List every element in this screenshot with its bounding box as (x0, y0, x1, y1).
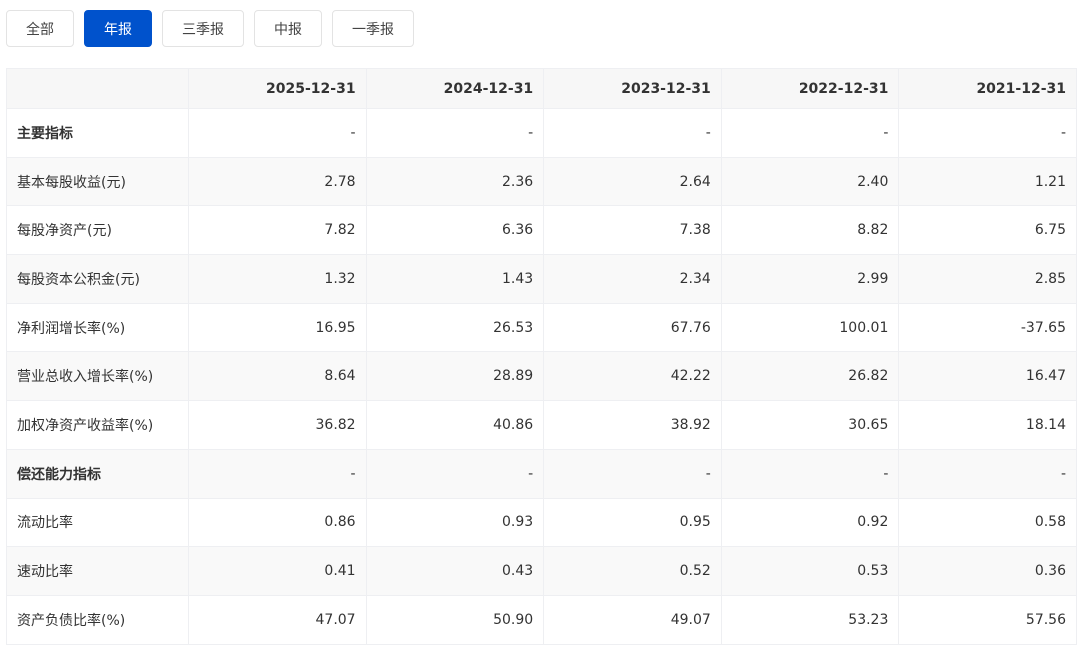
column-header-date: 2021-12-31 (898, 68, 1077, 109)
cell-value: 28.89 (365, 351, 545, 402)
cell-value: 0.92 (720, 497, 900, 548)
cell-value: 26.82 (720, 351, 900, 402)
column-header-label (6, 68, 189, 109)
cell-value: 67.76 (543, 302, 722, 353)
cell-value: 6.36 (365, 205, 545, 256)
table-row: 基本每股收益(元) 2.78 2.36 2.64 2.40 1.21 (6, 156, 1077, 207)
cell-value: 8.82 (720, 205, 900, 256)
table-row: 每股资本公积金(元) 1.32 1.43 2.34 2.99 2.85 (6, 254, 1077, 304)
cell-value: 2.99 (720, 254, 900, 304)
row-label: 基本每股收益(元) (6, 156, 189, 207)
cell-value: - (898, 108, 1077, 158)
row-label: 流动比率 (6, 497, 189, 548)
cell-value: 0.93 (365, 497, 545, 548)
table-row: 营业总收入增长率(%) 8.64 28.89 42.22 26.82 16.47 (6, 351, 1077, 402)
tab-2[interactable]: 三季报 (162, 10, 244, 47)
cell-value: 2.36 (365, 156, 545, 207)
row-label: 主要指标 (6, 108, 189, 158)
cell-value: 7.38 (543, 205, 722, 256)
table-row: 资产负债比率(%) 47.07 50.90 49.07 53.23 57.56 (6, 594, 1077, 645)
cell-value: 6.75 (898, 205, 1077, 256)
row-label: 净利润增长率(%) (6, 302, 189, 353)
cell-value: 47.07 (188, 594, 367, 645)
cell-value: 50.90 (365, 594, 545, 645)
cell-value: 1.21 (898, 156, 1077, 207)
column-header-date: 2024-12-31 (365, 68, 545, 109)
cell-value: - (365, 448, 545, 499)
section-row: 主要指标 - - - - - (6, 108, 1077, 158)
table-header-row: 2025-12-31 2024-12-31 2023-12-31 2022-12-31… (6, 68, 1077, 109)
cell-value: 53.23 (720, 594, 900, 645)
cell-value: 0.41 (188, 546, 367, 596)
table-row: 流动比率 0.86 0.93 0.95 0.92 0.58 (6, 497, 1077, 548)
table-row: 速动比率 0.41 0.43 0.52 0.53 0.36 (6, 546, 1077, 596)
cell-value: - (365, 108, 545, 158)
section-row: 偿还能力指标 - - - - - (6, 448, 1077, 499)
cell-value: - (543, 448, 722, 499)
cell-value: - (188, 448, 367, 499)
cell-value: 18.14 (898, 400, 1077, 450)
row-label: 速动比率 (6, 546, 189, 596)
cell-value: -37.65 (898, 302, 1077, 353)
cell-value: - (720, 448, 900, 499)
cell-value: 36.82 (188, 400, 367, 450)
cell-value: 0.36 (898, 546, 1077, 596)
cell-value: 49.07 (543, 594, 722, 645)
column-header-date: 2023-12-31 (543, 68, 722, 109)
financial-indicators-table: 2025-12-31 2024-12-31 2023-12-31 2022-12-31… (6, 68, 1077, 645)
cell-value: 42.22 (543, 351, 722, 402)
table-row: 加权净资产收益率(%) 36.82 40.86 38.92 30.65 18.14 (6, 400, 1077, 450)
tab-1[interactable]: 年报 (84, 10, 152, 47)
cell-value: 38.92 (543, 400, 722, 450)
cell-value: 1.32 (188, 254, 367, 304)
cell-value: - (898, 448, 1077, 499)
cell-value: - (543, 108, 722, 158)
cell-value: 8.64 (188, 351, 367, 402)
cell-value: 2.64 (543, 156, 722, 207)
cell-value: - (188, 108, 367, 158)
cell-value: 2.34 (543, 254, 722, 304)
table-row: 每股净资产(元) 7.82 6.36 7.38 8.82 6.75 (6, 205, 1077, 256)
tab-0[interactable]: 全部 (6, 10, 74, 47)
cell-value: 1.43 (365, 254, 545, 304)
column-header-date: 2025-12-31 (188, 68, 367, 109)
column-header-date: 2022-12-31 (720, 68, 900, 109)
cell-value: 7.82 (188, 205, 367, 256)
cell-value: 2.85 (898, 254, 1077, 304)
report-type-tabs: 全部 年报 三季报 中报 一季报 (6, 10, 414, 47)
cell-value: 16.95 (188, 302, 367, 353)
row-label: 资产负债比率(%) (6, 594, 189, 645)
cell-value: 0.86 (188, 497, 367, 548)
row-label: 每股资本公积金(元) (6, 254, 189, 304)
row-label: 偿还能力指标 (6, 448, 189, 499)
row-label: 营业总收入增长率(%) (6, 351, 189, 402)
cell-value: 57.56 (898, 594, 1077, 645)
cell-value: 0.53 (720, 546, 900, 596)
cell-value: 26.53 (365, 302, 545, 353)
tab-4[interactable]: 一季报 (332, 10, 414, 47)
cell-value: 40.86 (365, 400, 545, 450)
cell-value: 2.78 (188, 156, 367, 207)
cell-value: 0.43 (365, 546, 545, 596)
cell-value: 0.52 (543, 546, 722, 596)
cell-value: 2.40 (720, 156, 900, 207)
tab-3[interactable]: 中报 (254, 10, 322, 47)
cell-value: 16.47 (898, 351, 1077, 402)
row-label: 每股净资产(元) (6, 205, 189, 256)
row-label: 加权净资产收益率(%) (6, 400, 189, 450)
cell-value: 0.58 (898, 497, 1077, 548)
cell-value: 30.65 (720, 400, 900, 450)
cell-value: 100.01 (720, 302, 900, 353)
cell-value: - (720, 108, 900, 158)
table-row: 净利润增长率(%) 16.95 26.53 67.76 100.01 -37.65 (6, 302, 1077, 353)
cell-value: 0.95 (543, 497, 722, 548)
